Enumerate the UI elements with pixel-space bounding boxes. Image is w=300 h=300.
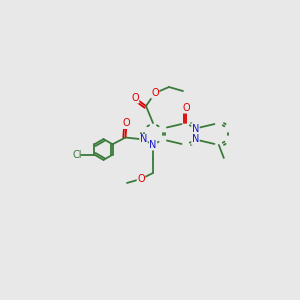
Text: O: O: [131, 93, 139, 103]
Text: N: N: [192, 134, 199, 145]
Text: O: O: [137, 174, 145, 184]
Text: Cl: Cl: [73, 150, 82, 160]
Text: N: N: [140, 134, 147, 145]
Text: O: O: [182, 103, 190, 113]
Text: N: N: [192, 124, 199, 134]
Text: O: O: [151, 88, 159, 98]
Text: N: N: [149, 140, 157, 150]
Text: O: O: [123, 118, 130, 128]
